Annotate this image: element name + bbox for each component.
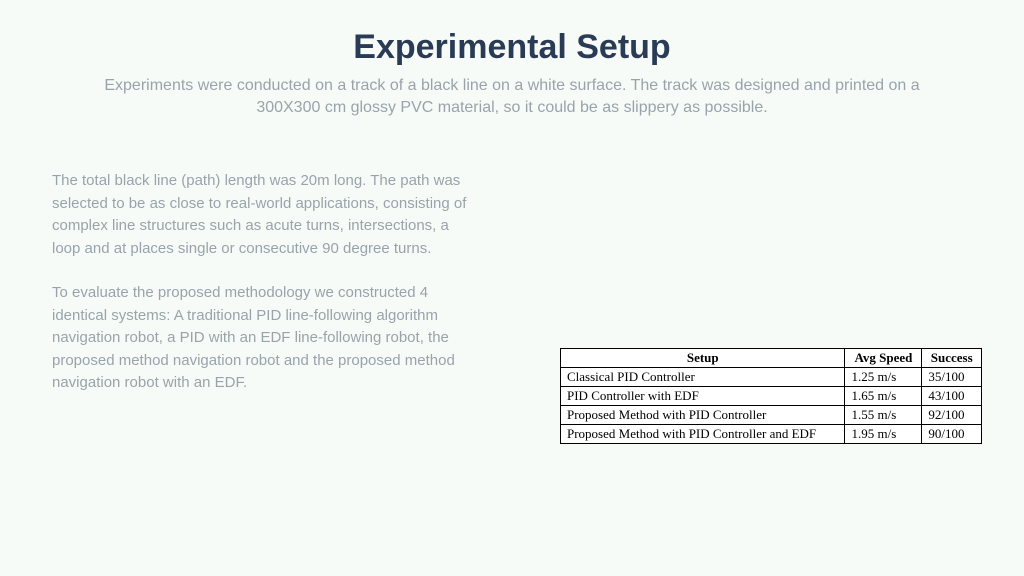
cell-setup: PID Controller with EDF (561, 387, 845, 406)
paragraph-2: To evaluate the proposed methodology we … (52, 282, 472, 395)
cell-setup: Proposed Method with PID Controller and … (561, 425, 845, 444)
table-row: Classical PID Controller 1.25 m/s 35/100 (561, 368, 982, 387)
results-table: Setup Avg Speed Success Classical PID Co… (560, 348, 982, 444)
cell-speed: 1.25 m/s (845, 368, 922, 387)
cell-setup: Classical PID Controller (561, 368, 845, 387)
page-title: Experimental Setup (0, 0, 1024, 67)
col-avgspeed: Avg Speed (845, 349, 922, 368)
cell-success: 90/100 (922, 425, 982, 444)
table-row: Proposed Method with PID Controller and … (561, 425, 982, 444)
cell-setup: Proposed Method with PID Controller (561, 406, 845, 425)
cell-speed: 1.55 m/s (845, 406, 922, 425)
table-header-row: Setup Avg Speed Success (561, 349, 982, 368)
col-setup: Setup (561, 349, 845, 368)
results-table-wrapper: Setup Avg Speed Success Classical PID Co… (560, 348, 982, 444)
col-success: Success (922, 349, 982, 368)
cell-speed: 1.95 m/s (845, 425, 922, 444)
intro-text: Experiments were conducted on a track of… (72, 75, 952, 120)
paragraph-1: The total black line (path) length was 2… (52, 170, 472, 260)
table-row: Proposed Method with PID Controller 1.55… (561, 406, 982, 425)
cell-success: 92/100 (922, 406, 982, 425)
cell-success: 35/100 (922, 368, 982, 387)
body-column: The total black line (path) length was 2… (52, 170, 472, 417)
cell-success: 43/100 (922, 387, 982, 406)
table-row: PID Controller with EDF 1.65 m/s 43/100 (561, 387, 982, 406)
cell-speed: 1.65 m/s (845, 387, 922, 406)
